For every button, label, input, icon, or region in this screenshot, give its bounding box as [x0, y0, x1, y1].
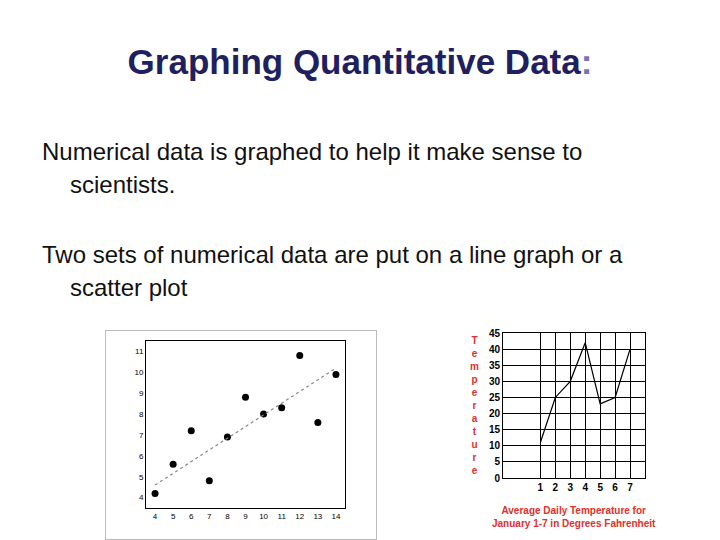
svg-text:35: 35 [489, 360, 501, 371]
svg-text:4: 4 [139, 493, 144, 502]
svg-text:4: 4 [153, 512, 158, 521]
svg-text:6: 6 [139, 452, 144, 461]
svg-text:6: 6 [612, 482, 618, 493]
svg-text:8: 8 [139, 410, 144, 419]
svg-text:7: 7 [627, 482, 633, 493]
html-text:Graphing Quantitative Data:: Graphing Quantitative Data: [127, 42, 593, 81]
svg-text:10: 10 [259, 512, 268, 521]
svg-text:5: 5 [494, 456, 500, 467]
svg-text:20: 20 [489, 408, 501, 419]
svg-text:14: 14 [331, 512, 340, 521]
svg-text:15: 15 [489, 424, 501, 435]
svg-text:5: 5 [139, 472, 144, 481]
svg-text:2: 2 [553, 482, 559, 493]
svg-text:12: 12 [295, 512, 304, 521]
svg-text:0: 0 [494, 473, 500, 484]
svg-text:Average Daily Temperature forJ: Average Daily Temperature forJanuary 1-7… [492, 505, 656, 529]
svg-text:45: 45 [489, 328, 501, 339]
svg-text:1: 1 [538, 482, 544, 493]
svg-text:4: 4 [582, 482, 588, 493]
svg-text:11: 11 [135, 347, 144, 356]
svg-text:8: 8 [225, 512, 230, 521]
html-text:Numerical data is graphed to h: Numerical data is graphed to help it mak… [42, 138, 583, 198]
svg-text:10: 10 [489, 440, 501, 451]
svg-text:6: 6 [189, 512, 194, 521]
svg-text:40: 40 [489, 344, 501, 355]
svg-text:5: 5 [171, 512, 176, 521]
svg-text:13: 13 [313, 512, 322, 521]
svg-text:3: 3 [567, 482, 573, 493]
html-text:Two sets of numerical data are: Two sets of numerical data are put on a … [42, 241, 623, 301]
svg-text:5: 5 [597, 482, 603, 493]
svg-text:25: 25 [489, 392, 501, 403]
svg-text:10: 10 [134, 368, 143, 377]
svg-text:Temperature: Temperature [470, 335, 479, 476]
svg-text:30: 30 [489, 376, 501, 387]
svg-text:11: 11 [278, 512, 287, 521]
svg-text:7: 7 [207, 512, 212, 521]
svg-text:9: 9 [139, 389, 144, 398]
svg-text:9: 9 [243, 512, 248, 521]
svg-text:7: 7 [139, 431, 144, 440]
